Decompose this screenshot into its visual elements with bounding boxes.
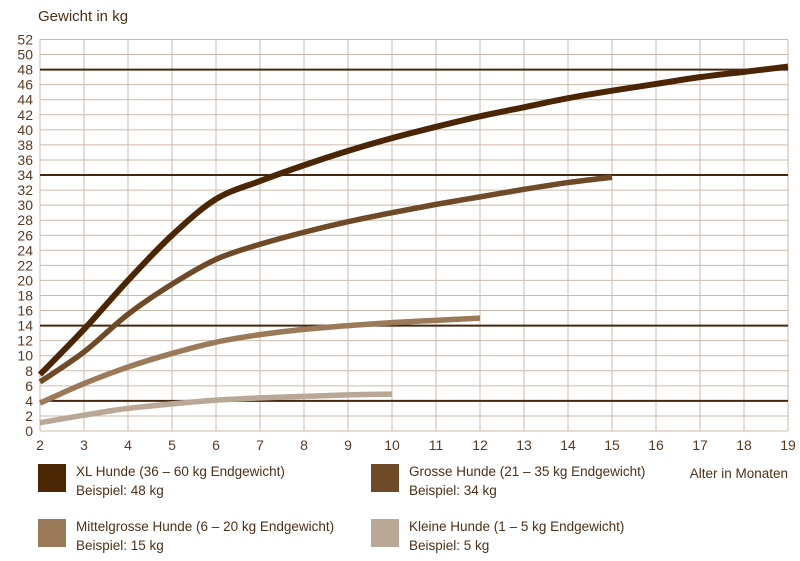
y-tick-label: 32 bbox=[17, 182, 33, 198]
legend-text-grosse: Grosse Hunde (21 – 35 kg Endgewicht) Beis… bbox=[409, 462, 645, 500]
y-tick-label: 30 bbox=[17, 197, 33, 213]
growth-curve-xl bbox=[37, 63, 789, 377]
x-tick-label: 9 bbox=[344, 437, 352, 453]
x-tick-label: 4 bbox=[124, 437, 132, 453]
x-tick-label: 19 bbox=[780, 437, 796, 453]
x-axis-title: Alter in Monaten bbox=[689, 466, 788, 481]
legend-swatch-mittelgrosse bbox=[38, 519, 66, 547]
x-tick-label: 5 bbox=[168, 437, 176, 453]
x-tick-label: 12 bbox=[472, 437, 488, 453]
y-tick-label: 46 bbox=[17, 77, 33, 93]
y-tick-label: 38 bbox=[17, 137, 33, 153]
x-tick-label: 18 bbox=[736, 437, 752, 453]
y-tick-label: 20 bbox=[17, 272, 33, 288]
x-tick-label: 17 bbox=[692, 437, 708, 453]
y-tick-label: 22 bbox=[17, 257, 33, 273]
y-tick-label: 40 bbox=[17, 122, 33, 138]
legend-swatch-grosse bbox=[371, 464, 399, 492]
y-tick-label: 10 bbox=[17, 348, 33, 364]
y-tick-label: 0 bbox=[25, 423, 33, 439]
x-tick-label: 15 bbox=[604, 437, 620, 453]
x-tick-label: 8 bbox=[300, 437, 308, 453]
x-tick-label: 13 bbox=[516, 437, 532, 453]
y-tick-label: 48 bbox=[17, 62, 33, 78]
legend-item-mittelgrosse: Mittelgrosse Hunde (6 – 20 kg Endgewicht… bbox=[38, 517, 371, 555]
legend-swatch-kleine bbox=[371, 519, 399, 547]
y-tick-label: 50 bbox=[17, 47, 33, 63]
y-tick-label: 8 bbox=[25, 363, 33, 379]
legend-item-grosse: Grosse Hunde (21 – 35 kg Endgewicht) Beis… bbox=[371, 462, 645, 500]
legend-swatch-xl bbox=[38, 464, 66, 492]
y-tick-label: 16 bbox=[17, 303, 33, 319]
y-tick-label: 24 bbox=[17, 242, 33, 258]
y-tick-label: 52 bbox=[17, 32, 33, 48]
y-tick-label: 28 bbox=[17, 212, 33, 228]
y-tick-label: 2 bbox=[25, 408, 33, 424]
chart-legend: XL Hunde (36 – 60 kg Endgewicht) Beispiel… bbox=[38, 462, 645, 555]
legend-text-kleine: Kleine Hunde (1 – 5 kg Endgewicht) Beispi… bbox=[409, 517, 624, 555]
x-tick-label: 3 bbox=[80, 437, 88, 453]
growth-line-chart: 0246810121416182022242628303234363840424… bbox=[17, 32, 796, 454]
y-tick-label: 26 bbox=[17, 227, 33, 243]
x-tick-label: 16 bbox=[648, 437, 664, 453]
y-tick-label: 18 bbox=[17, 287, 33, 303]
x-tick-label: 14 bbox=[560, 437, 576, 453]
legend-label: Mittelgrosse Hunde (6 – 20 kg Endgewicht… bbox=[76, 519, 335, 534]
legend-example: Beispiel: 5 kg bbox=[409, 538, 490, 553]
legend-example: Beispiel: 48 kg bbox=[76, 483, 164, 498]
x-tick-label: 10 bbox=[384, 437, 400, 453]
growth-curve-mittelgrosse bbox=[38, 315, 481, 406]
growth-curve-kleine bbox=[39, 391, 393, 426]
x-tick-label: 11 bbox=[429, 437, 444, 453]
legend-text-xl: XL Hunde (36 – 60 kg Endgewicht) Beispiel… bbox=[76, 462, 285, 500]
x-tick-label: 2 bbox=[36, 437, 44, 453]
legend-example: Beispiel: 34 kg bbox=[409, 483, 497, 498]
legend-item-xl: XL Hunde (36 – 60 kg Endgewicht) Beispiel… bbox=[38, 462, 371, 500]
y-tick-label: 14 bbox=[17, 318, 33, 334]
legend-label: Kleine Hunde (1 – 5 kg Endgewicht) bbox=[409, 519, 625, 534]
legend-example: Beispiel: 15 kg bbox=[76, 538, 164, 553]
x-tick-label: 7 bbox=[256, 437, 264, 453]
y-tick-label: 42 bbox=[17, 107, 33, 123]
legend-item-kleine: Kleine Hunde (1 – 5 kg Endgewicht) Beispi… bbox=[371, 517, 645, 555]
growth-curve-grosse bbox=[38, 174, 613, 385]
x-tick-label: 6 bbox=[212, 437, 220, 453]
legend-label: XL Hunde (36 – 60 kg Endgewicht) bbox=[76, 464, 285, 479]
legend-text-mittelgrosse: Mittelgrosse Hunde (6 – 20 kg Endgewicht… bbox=[76, 517, 334, 555]
legend-label: Grosse Hunde (21 – 35 kg Endgewicht) bbox=[409, 464, 646, 479]
y-tick-label: 6 bbox=[25, 378, 33, 394]
y-axis-title: Gewicht in kg bbox=[38, 8, 129, 25]
y-tick-label: 12 bbox=[17, 333, 33, 349]
y-tick-label: 44 bbox=[17, 92, 33, 108]
y-tick-label: 36 bbox=[17, 152, 33, 168]
y-tick-label: 4 bbox=[25, 393, 33, 409]
y-tick-label: 34 bbox=[17, 167, 33, 183]
